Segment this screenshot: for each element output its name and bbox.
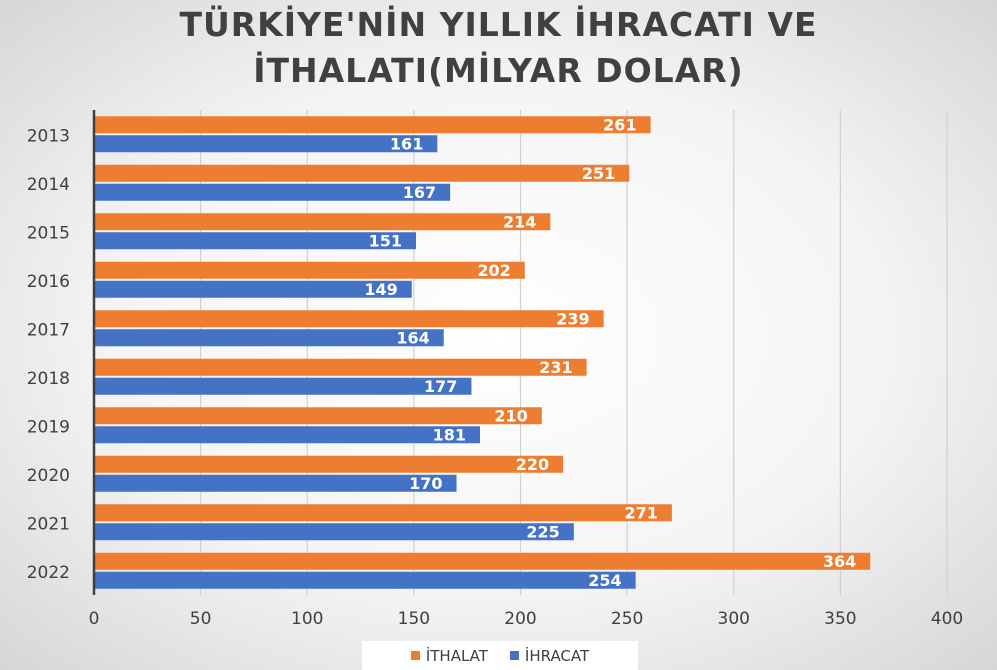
y-category-label-2022: 2022 bbox=[27, 563, 70, 583]
data-label-ithalat-2020: 220 bbox=[516, 455, 549, 474]
bar-ihracat-2015 bbox=[94, 232, 417, 250]
bar-ithalat-2013 bbox=[94, 116, 651, 134]
data-label-ihracat-2018: 177 bbox=[424, 377, 457, 396]
bar-ihracat-2018 bbox=[94, 377, 472, 395]
x-tick-label-100: 100 bbox=[291, 609, 323, 629]
chart-title-line-1: TÜRKİYE'NİN YILLIK İHRACATI VE bbox=[179, 5, 818, 44]
data-label-ihracat-2013: 161 bbox=[390, 134, 423, 153]
bar-ithalat-2017 bbox=[94, 310, 604, 328]
bar-ihracat-2022 bbox=[94, 571, 636, 589]
data-label-ihracat-2022: 254 bbox=[588, 571, 621, 590]
bar-ithalat-2021 bbox=[94, 504, 672, 522]
data-label-ithalat-2017: 239 bbox=[556, 309, 589, 328]
data-label-ithalat-2022: 364 bbox=[823, 552, 856, 571]
y-category-label-2014: 2014 bbox=[27, 175, 70, 195]
y-category-label-2017: 2017 bbox=[27, 320, 70, 340]
legend-swatch-ihracat bbox=[509, 651, 519, 660]
x-tick-label-250: 250 bbox=[611, 609, 643, 629]
bar-ithalat-2020 bbox=[94, 455, 564, 473]
data-label-ithalat-2014: 251 bbox=[582, 164, 615, 183]
data-label-ithalat-2019: 210 bbox=[494, 406, 527, 425]
legend-item-ithalat: İTHALAT bbox=[410, 646, 488, 665]
legend-swatch-ithalat bbox=[410, 651, 420, 660]
bar-ihracat-2014 bbox=[94, 183, 451, 201]
y-category-label-2019: 2019 bbox=[27, 417, 70, 437]
x-tick-label-300: 300 bbox=[718, 609, 750, 629]
data-label-ihracat-2014: 167 bbox=[403, 183, 436, 202]
bar-ithalat-2022 bbox=[94, 552, 871, 570]
bar-ithalat-2019 bbox=[94, 407, 542, 425]
data-label-ihracat-2021: 225 bbox=[526, 522, 559, 541]
bar-ithalat-2016 bbox=[94, 261, 525, 279]
bars bbox=[94, 116, 871, 589]
labels: 0 50 100 150 200 250 300 350 400 261 161 2013 251 167… bbox=[27, 115, 963, 629]
y-category-label-2016: 2016 bbox=[27, 272, 70, 292]
data-label-ithalat-2015: 214 bbox=[503, 212, 536, 231]
legend-item-ihracat: İHRACAT bbox=[509, 646, 590, 665]
y-category-label-2015: 2015 bbox=[27, 223, 70, 243]
x-tick-label-50: 50 bbox=[190, 609, 212, 629]
x-tick-label-200: 200 bbox=[504, 609, 536, 629]
bar-ithalat-2018 bbox=[94, 358, 587, 376]
bar-ithalat-2015 bbox=[94, 213, 551, 231]
y-category-label-2018: 2018 bbox=[27, 369, 70, 389]
bar-ihracat-2020 bbox=[94, 474, 457, 492]
chart-title: TÜRKİYE'NİN YILLIK İHRACATI VE İTHALATI(… bbox=[0, 0, 997, 94]
data-label-ihracat-2016: 149 bbox=[364, 280, 397, 299]
bar-ithalat-2014 bbox=[94, 164, 630, 182]
x-tick-label-350: 350 bbox=[824, 609, 856, 629]
x-tick-label-150: 150 bbox=[398, 609, 430, 629]
bar-ihracat-2019 bbox=[94, 426, 480, 444]
data-label-ithalat-2016: 202 bbox=[477, 261, 510, 280]
bar-chart: 0 50 100 150 200 250 300 350 400 261 161 2013 251 167… bbox=[27, 110, 963, 629]
legend-label-ithalat: İTHALAT bbox=[425, 646, 488, 665]
data-label-ihracat-2020: 170 bbox=[409, 474, 442, 493]
x-tick-label-400: 400 bbox=[931, 609, 963, 629]
bar-ihracat-2017 bbox=[94, 329, 444, 347]
data-label-ithalat-2013: 261 bbox=[603, 115, 636, 134]
bar-ihracat-2016 bbox=[94, 280, 412, 298]
y-category-label-2020: 2020 bbox=[27, 466, 70, 486]
x-tick-label-0: 0 bbox=[89, 609, 100, 629]
data-label-ithalat-2018: 231 bbox=[539, 358, 572, 377]
y-category-label-2013: 2013 bbox=[27, 126, 70, 146]
legend: İTHALAT İHRACAT bbox=[362, 641, 638, 670]
chart-title-line-2: İTHALATI(MİLYAR DOLAR) bbox=[253, 51, 744, 90]
data-label-ithalat-2021: 271 bbox=[625, 503, 658, 522]
y-category-label-2021: 2021 bbox=[27, 514, 70, 534]
data-label-ihracat-2017: 164 bbox=[396, 328, 429, 347]
data-label-ihracat-2019: 181 bbox=[433, 425, 466, 444]
bar-ihracat-2013 bbox=[94, 135, 438, 153]
data-label-ihracat-2015: 151 bbox=[369, 231, 402, 250]
gridlines bbox=[200, 110, 948, 595]
legend-label-ihracat: İHRACAT bbox=[524, 646, 590, 665]
bar-ihracat-2021 bbox=[94, 523, 574, 541]
